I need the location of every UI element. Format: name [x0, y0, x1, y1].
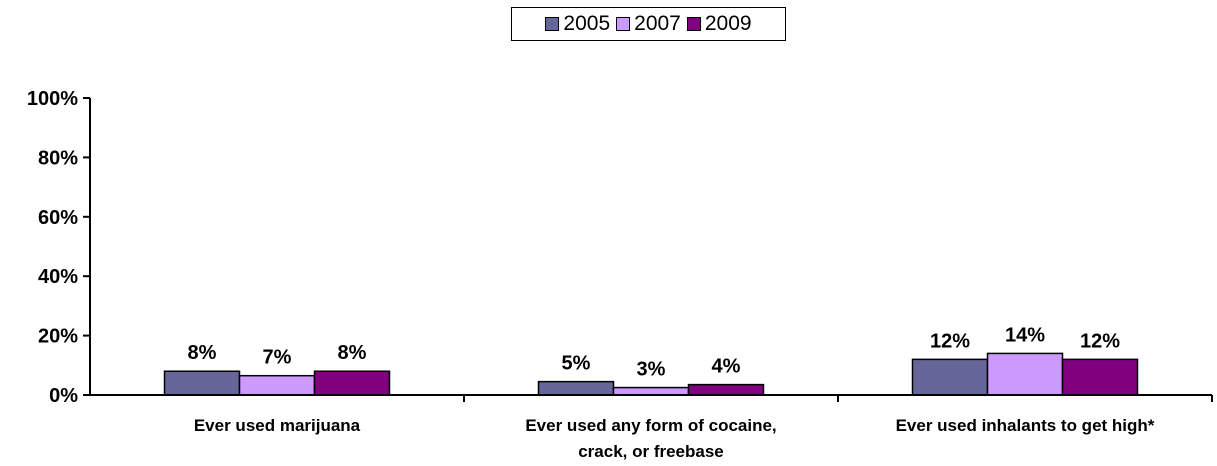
bar-2009-cat2 [687, 383, 765, 396]
legend-swatch-2009 [686, 17, 701, 31]
bar-2007-cat2 [612, 386, 690, 396]
y-tick-label-3: 60% [38, 207, 78, 229]
data-label-2009-cat1: 8% [338, 342, 367, 364]
legend-item-2007: 2007 [616, 12, 681, 36]
data-label-2005-cat1: 8% [188, 342, 217, 364]
data-label-2005-cat3: 12% [930, 330, 970, 352]
y-tick-label-0: 0% [49, 385, 78, 407]
bar-2005-cat2 [537, 380, 615, 396]
y-tick-label-2: 40% [38, 266, 78, 288]
data-label-2007-cat3: 14% [1005, 324, 1045, 346]
x-tick-label-cat3-line1: Ever used inhalants to get high* [896, 416, 1155, 435]
x-tick-label-cat2-line2: crack, or freebase [578, 442, 724, 461]
bar-2009-cat1 [313, 370, 391, 396]
bar-2007-cat1 [238, 374, 316, 396]
legend-item-2005: 2005 [545, 12, 610, 36]
bar-2005-cat3 [911, 358, 989, 396]
legend: 2005 2007 2009 [511, 7, 786, 41]
x-tick-label-cat1-line1: Ever used marijuana [194, 416, 361, 435]
bar-2009-cat3 [1061, 358, 1139, 396]
legend-label-2009: 2009 [704, 12, 752, 35]
legend-label-2007: 2007 [634, 12, 681, 35]
data-label-2009-cat3: 12% [1080, 330, 1120, 352]
legend-swatch-2007 [616, 17, 631, 31]
y-tick-label-5: 100% [27, 88, 78, 110]
bar-2005-cat1 [163, 370, 241, 396]
legend-label-2005: 2005 [563, 12, 611, 35]
y-tick-label-1: 20% [38, 326, 78, 348]
bar-2007-cat3 [986, 352, 1064, 396]
data-label-2007-cat1: 7% [263, 347, 292, 369]
legend-item-2009: 2009 [686, 12, 752, 36]
data-label-2007-cat2: 3% [637, 359, 666, 381]
legend-swatch-2005 [545, 17, 560, 31]
x-tick-label-cat2-line1: Ever used any form of cocaine, [525, 416, 776, 435]
y-tick-label-4: 80% [38, 147, 78, 169]
data-label-2005-cat2: 5% [562, 353, 591, 375]
data-label-2009-cat2: 4% [712, 356, 741, 378]
